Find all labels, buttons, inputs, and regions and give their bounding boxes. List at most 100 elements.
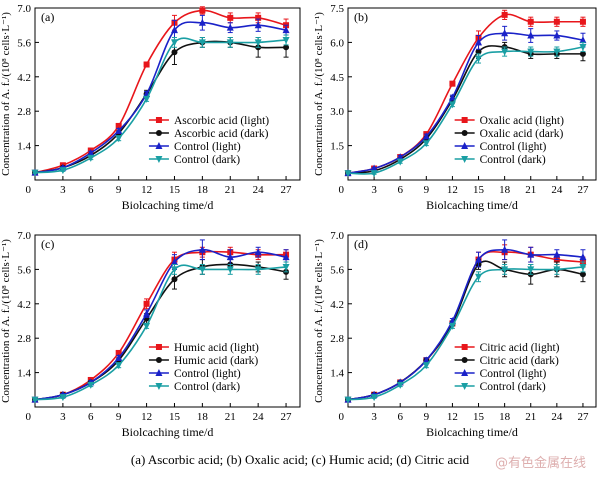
data-point	[370, 170, 378, 178]
panel-label: (c)	[41, 237, 54, 251]
data-point	[475, 255, 483, 263]
y-tick-label: 7.0	[330, 230, 344, 242]
data-point	[501, 245, 509, 253]
series-3	[31, 239, 290, 403]
chart-panel-1: (a) 1.4 2.8 4.2 5.6 7.0 3 6 9 12 15 18 21 24 27 0 Biolca…	[0, 3, 301, 212]
data-point	[475, 48, 482, 55]
x-axis-label: Biolcaching time/d	[426, 198, 518, 212]
legend-marker	[461, 383, 469, 390]
series-4	[344, 41, 587, 178]
x-tick-label: 9	[424, 411, 430, 423]
legend-marker	[155, 369, 163, 376]
legend-entry: Control (dark)	[480, 154, 546, 166]
figure-caption: (a) Ascorbic acid; (b) Oxalic acid; (c) …	[130, 452, 470, 467]
data-point	[527, 31, 535, 39]
x-tick-label: 6	[88, 411, 94, 423]
x-tick-label: 3	[371, 411, 377, 423]
x-tick-label: 24	[253, 411, 265, 423]
data-point	[226, 39, 234, 47]
legend-entry: Control (light)	[174, 368, 241, 380]
data-point	[170, 39, 178, 47]
data-point	[396, 381, 404, 389]
legend: Citric acid (light)Citric acid (dark)Con…	[454, 342, 560, 393]
series-line	[347, 266, 584, 401]
data-point	[448, 101, 456, 109]
data-point	[254, 266, 262, 274]
data-point	[527, 266, 535, 274]
panel-label: (a)	[41, 10, 54, 24]
data-point	[527, 18, 534, 25]
x-tick-label: 27	[281, 184, 293, 196]
y-tick-label: 4.2	[17, 72, 31, 84]
series-line	[347, 260, 584, 401]
data-point	[115, 353, 123, 361]
x-tick-label: 21	[225, 411, 236, 423]
y-tick-label: 3.0	[330, 106, 344, 118]
data-point	[255, 14, 262, 21]
legend-marker	[461, 369, 469, 376]
data-point	[254, 39, 262, 47]
data-point	[396, 158, 404, 166]
data-point	[226, 23, 234, 31]
data-point	[254, 248, 262, 256]
x-tick-label: 21	[225, 184, 236, 196]
series-1	[345, 244, 586, 403]
chart-panel-4: (d) 1.4 2.8 4.2 5.6 7.0 3 6 9 12 15 18 21 24 27 0 Biolca…	[313, 230, 597, 439]
data-point	[198, 245, 206, 253]
data-point	[59, 167, 67, 175]
data-point	[422, 140, 430, 148]
data-point	[198, 266, 206, 274]
data-point	[501, 48, 509, 56]
legend-marker	[461, 156, 469, 163]
data-point	[115, 122, 122, 129]
y-axis-label: Concentration of A. f./(10⁸ cells·L⁻¹)	[0, 12, 12, 176]
legend-marker	[155, 344, 162, 350]
series-line	[34, 248, 287, 401]
y-tick-label: 4.2	[330, 299, 344, 311]
x-tick-label: 18	[499, 411, 511, 423]
series-line	[347, 32, 584, 174]
legend-marker	[155, 142, 163, 149]
x-tick-label: 24	[551, 184, 563, 196]
x-axis-label: Biolcaching time/d	[122, 425, 214, 439]
legend-marker	[155, 117, 162, 123]
series-3	[344, 25, 587, 177]
series-line	[347, 250, 584, 401]
data-point	[501, 11, 508, 18]
y-tick-label: 2.8	[17, 333, 31, 345]
x-tick-label: 12	[141, 184, 152, 196]
y-tick-label: 7.5	[330, 3, 344, 15]
x-tick-label: 12	[141, 411, 152, 423]
panel-label: (d)	[354, 237, 368, 251]
data-point	[87, 381, 95, 389]
x-tick-label: 9	[424, 184, 430, 196]
plot-frame	[347, 234, 597, 408]
legend-entry: Ascorbic acid (dark)	[174, 128, 269, 140]
x-tick-label: 27	[281, 411, 293, 423]
series-4	[31, 34, 290, 177]
x-tick-label: 12	[447, 184, 458, 196]
legend-marker	[461, 357, 468, 363]
x-tick-label: 6	[88, 184, 94, 196]
series-line	[347, 45, 583, 174]
data-point	[501, 266, 509, 274]
x-tick-label: 3	[60, 184, 66, 196]
series-line	[34, 250, 287, 401]
y-tick-label: 1.5	[330, 141, 344, 153]
legend-marker	[155, 383, 163, 390]
data-point	[87, 148, 95, 156]
y-tick-label: 7.0	[17, 230, 31, 242]
data-point	[31, 169, 39, 177]
x-tick-label: 21	[525, 184, 536, 196]
data-point	[344, 170, 352, 178]
data-point	[579, 263, 587, 271]
data-point	[448, 322, 456, 330]
data-point	[553, 250, 561, 258]
series-line	[34, 37, 287, 174]
data-point	[579, 271, 586, 278]
y-tick-label: 1.4	[17, 141, 31, 153]
data-point	[115, 126, 123, 134]
data-point	[501, 29, 509, 37]
legend-entry: Control (light)	[480, 141, 547, 153]
x-tick-label: 21	[525, 411, 536, 423]
